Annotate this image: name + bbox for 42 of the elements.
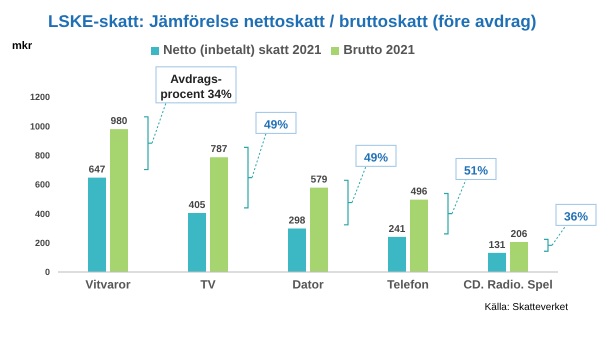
bar [388,236,406,272]
y-tick-label: 0 [44,267,50,278]
data-label: 405 [188,200,206,211]
y-tick-label: 1200 [30,92,50,102]
legend-label: Netto (inbetalt) skatt 2021 [163,42,322,57]
legend-label: Brutto 2021 [343,42,415,57]
data-label: 496 [410,186,428,198]
data-label: 298 [288,216,306,227]
bar [288,228,306,272]
text: 36% [564,209,588,224]
bar [188,212,206,272]
bar [210,157,228,272]
data-label: 787 [210,144,228,156]
x-tick-label: TV [200,278,216,292]
x-tick-label: Vitvaror [85,278,131,292]
data-label: 206 [510,228,528,240]
bar [110,129,128,272]
y-tick-label: 400 [34,208,50,219]
y-tick-label: 800 [34,150,50,161]
annotation: Avdrags-procent 34% [160,72,232,101]
text: Källa: Skatteverket [484,302,569,313]
data-label: 579 [310,174,328,186]
bar [88,178,106,272]
bar [510,242,528,272]
y-tick-label: 200 [34,238,50,248]
data-label: 241 [388,224,406,235]
x-tick-label: Telefon [387,278,429,292]
annotation: 51% [464,163,488,178]
y-tick-label: 1000 [30,121,50,132]
bar [310,188,328,272]
data-label: 980 [110,116,128,128]
data-label: 647 [88,164,106,176]
data-label: 131 [488,240,506,251]
annotation: 49% [264,117,288,132]
x-tick-label: CD. Radio. Spel [463,278,553,292]
y-axis-title: mkr [12,40,32,52]
bar [410,200,428,272]
chart-title: LSKE-skatt: Jämförelse nettoskatt / bruttoskatt (före avdrag) [47,11,538,32]
y-tick-label: 600 [34,180,50,190]
annotation: 49% [364,150,388,164]
bar [488,252,506,272]
x-tick-label: Dator [292,278,324,292]
